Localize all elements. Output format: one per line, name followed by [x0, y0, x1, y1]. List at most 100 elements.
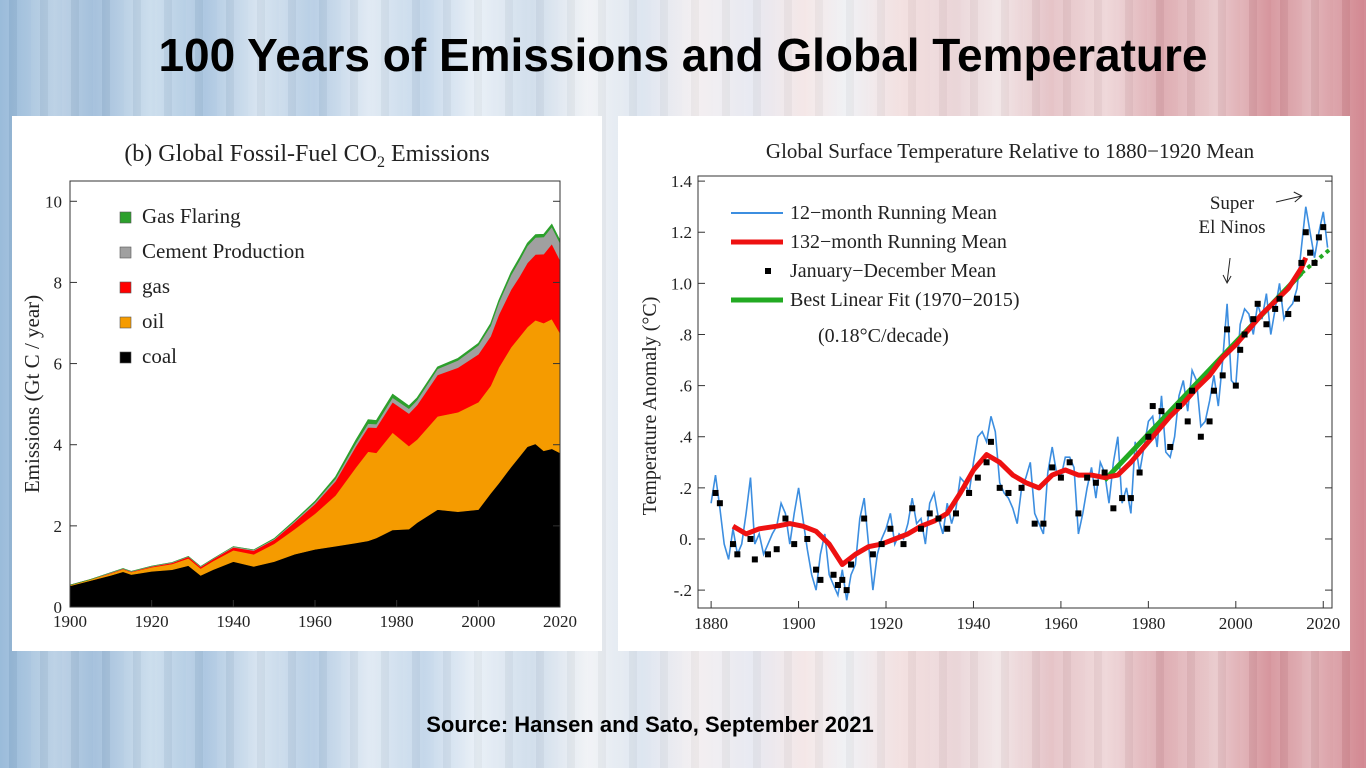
annotation-arrowhead-1998 — [1222, 274, 1232, 285]
emissions-x-tick-label: 1960 — [298, 612, 332, 631]
temperature-annual-mean-marker — [952, 510, 959, 517]
emissions-y-tick-label: 6 — [54, 355, 63, 374]
temperature-annual-mean-marker — [1136, 469, 1143, 476]
temperature-y-axis-label: Temperature Anomaly (°C) — [639, 297, 661, 516]
temperature-chart-panel: Global Surface Temperature Relative to 1… — [618, 116, 1350, 651]
temperature-annual-mean-marker — [1302, 229, 1309, 236]
temperature-y-tick-label: .6 — [679, 377, 692, 396]
emissions-x-tick-label: 1980 — [380, 612, 414, 631]
temperature-legend-label: 12−month Running Mean — [790, 202, 997, 224]
temperature-annual-mean-marker — [983, 459, 990, 466]
temperature-annual-mean-marker — [1315, 234, 1322, 241]
temperature-legend-marker — [765, 268, 771, 274]
emissions-x-tick-label: 1920 — [135, 612, 169, 631]
temperature-annual-mean-marker — [900, 541, 907, 548]
temperature-annual-mean-marker — [869, 551, 876, 558]
temperature-annual-mean-marker — [1158, 408, 1165, 415]
temperature-annual-mean-marker — [878, 541, 885, 548]
temperature-annual-mean-marker — [1167, 443, 1174, 450]
temperature-annual-mean-marker — [1175, 403, 1182, 410]
temperature-annual-mean-marker — [1092, 479, 1099, 486]
emissions-x-tick-label: 2000 — [461, 612, 495, 631]
emissions-chart-panel: (b) Global Fossil-Fuel CO2 Emissions Emis… — [12, 116, 602, 651]
temperature-annual-mean-marker — [1294, 295, 1301, 302]
temperature-annual-mean-marker — [1018, 484, 1025, 491]
temperature-legend-label: 132−month Running Mean — [790, 231, 1007, 253]
temperature-annual-mean-marker — [817, 576, 824, 583]
temperature-annual-mean-marker — [773, 546, 780, 553]
emissions-legend-label: Gas Flaring — [142, 204, 241, 228]
temperature-annual-mean-marker — [1110, 505, 1117, 512]
emissions-y-tick-label: 10 — [45, 192, 62, 211]
temperature-annual-mean-marker — [751, 556, 758, 563]
temperature-annual-mean-marker — [813, 566, 820, 573]
temperature-annual-mean-marker — [1040, 520, 1047, 527]
temperature-y-tick-label: 1.4 — [671, 172, 693, 191]
temperature-annual-mean-marker — [1311, 259, 1318, 266]
emissions-y-tick-label: 2 — [54, 517, 63, 536]
temperature-y-tick-label: 1.0 — [671, 274, 692, 293]
temperature-annual-mean-marker — [1049, 464, 1056, 471]
emissions-legend-swatch — [119, 316, 132, 329]
temperature-annual-mean-marker — [764, 551, 771, 558]
temperature-annual-mean-marker — [1298, 259, 1305, 266]
temperature-legend-label: January−December Mean — [790, 260, 996, 282]
temperature-annual-mean-marker — [966, 489, 973, 496]
temperature-annual-mean-marker — [1127, 495, 1134, 502]
emissions-legend-label: gas — [142, 274, 170, 298]
temperature-legend-label: Best Linear Fit (1970−2015) — [790, 289, 1020, 311]
temperature-annual-mean-marker — [996, 484, 1003, 491]
annotation-arrow-1998 — [1226, 257, 1231, 283]
temperature-annual-mean-marker — [1119, 495, 1126, 502]
temperature-annual-mean-marker — [935, 515, 942, 522]
emissions-legend-label: coal — [142, 344, 177, 368]
temperature-annual-mean-marker — [1320, 224, 1327, 231]
temperature-y-tick-label: 1.2 — [671, 223, 692, 242]
emissions-x-tick-label: 1900 — [53, 612, 87, 631]
temperature-x-tick-label: 2020 — [1306, 614, 1340, 633]
temperature-annual-mean-marker — [987, 438, 994, 445]
temperature-annual-mean-marker — [747, 535, 754, 542]
temperature-annual-mean-marker — [1031, 520, 1038, 527]
temperature-annual-mean-marker — [1276, 295, 1283, 302]
temperature-annual-mean-marker — [1075, 510, 1082, 517]
temperature-annual-mean-marker — [848, 561, 855, 568]
temperature-annual-mean-marker — [1145, 433, 1152, 440]
temperature-annual-mean-marker — [712, 489, 719, 496]
emissions-legend-swatch — [119, 351, 132, 364]
emissions-legend-swatch — [119, 281, 132, 294]
temperature-annual-mean-marker — [1197, 433, 1204, 440]
temperature-x-tick-label: 2000 — [1219, 614, 1253, 633]
temperature-annual-mean-marker — [1066, 459, 1073, 466]
source-caption: Source: Hansen and Sato, September 2021 — [426, 712, 874, 737]
temperature-y-tick-label: -.2 — [674, 581, 692, 600]
temperature-annual-mean-marker — [1184, 418, 1191, 425]
temperature-annual-mean-marker — [782, 515, 789, 522]
temperature-annual-mean-marker — [1084, 474, 1091, 481]
temperature-annual-mean-marker — [944, 525, 951, 532]
temperature-annual-mean-marker — [1005, 489, 1012, 496]
temperature-annual-mean-marker — [1101, 469, 1108, 476]
super-el-ninos-annotation-line2: El Ninos — [1198, 217, 1265, 238]
temperature-annual-mean-marker — [909, 505, 916, 512]
temperature-annual-mean-marker — [974, 474, 981, 481]
temperature-annual-mean-marker — [1219, 372, 1226, 379]
emissions-legend-swatch — [119, 211, 132, 224]
emissions-y-tick-label: 8 — [54, 273, 63, 292]
annotation-arrow-2016 — [1275, 195, 1302, 203]
temperature-x-tick-label: 1980 — [1131, 614, 1165, 633]
emissions-y-tick-label: 4 — [54, 436, 63, 455]
temperature-annual-mean-marker — [834, 581, 841, 588]
temperature-y-tick-label: 0. — [679, 530, 692, 549]
temperature-annual-mean-marker — [1241, 331, 1248, 338]
temperature-chart-title: Global Surface Temperature Relative to 1… — [766, 139, 1255, 163]
emissions-x-tick-label: 1940 — [216, 612, 250, 631]
temperature-annual-mean-marker — [1263, 321, 1270, 328]
temperature-plot-frame — [697, 175, 1333, 609]
temperature-annual-mean-marker — [1189, 387, 1196, 394]
emissions-legend-label: oil — [142, 309, 164, 333]
emissions-area-chart: (b) Global Fossil-Fuel CO2 Emissions Emis… — [20, 141, 577, 631]
temperature-annual-mean-marker — [729, 541, 736, 548]
emissions-chart-title: (b) Global Fossil-Fuel CO2 Emissions — [124, 141, 489, 171]
temperature-annual-mean-marker — [843, 587, 850, 594]
